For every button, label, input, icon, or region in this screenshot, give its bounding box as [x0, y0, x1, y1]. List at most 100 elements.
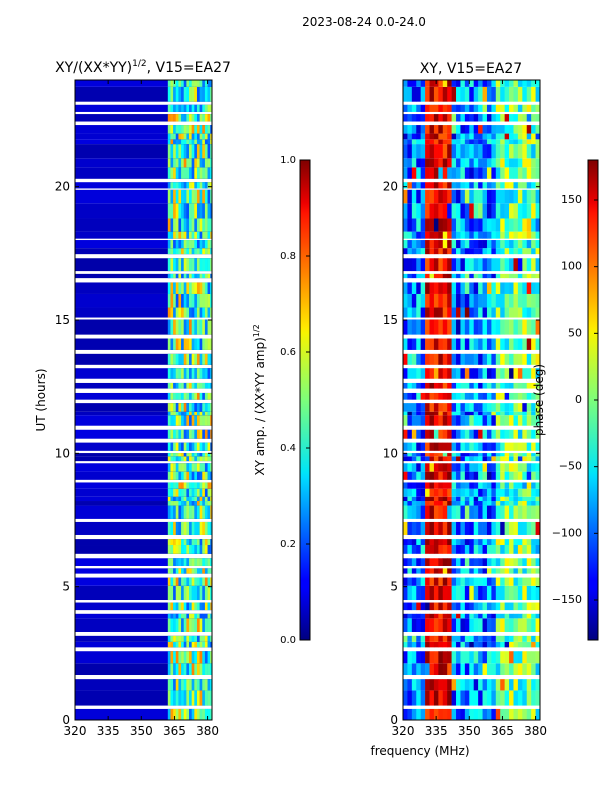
- heatmap-phase-cell: [456, 258, 461, 272]
- heatmap-phase-cell: [451, 453, 457, 457]
- heatmap-phase-cell: [522, 125, 528, 134]
- heatmap-phase-cell: [526, 708, 532, 720]
- heatmap-phase-cell: [460, 125, 466, 134]
- heatmap-phase-cell: [407, 133, 413, 140]
- heatmap-phase-cell: [451, 139, 457, 145]
- heatmap-phase-cell: [526, 307, 532, 318]
- heatmap-amp-cell: [196, 319, 200, 335]
- heatmap-phase-cell: [517, 139, 523, 145]
- heatmap-phase-cell: [447, 258, 452, 272]
- heatmap-phase-cell: [535, 521, 540, 535]
- heatmap-phase-cell: [407, 307, 413, 318]
- heatmap-phase-cell: [491, 456, 497, 462]
- heatmap-phase-cell: [411, 456, 417, 462]
- heatmap-phase-cell: [420, 471, 426, 480]
- heatmap-phase-cell: [531, 133, 536, 140]
- heatmap-phase-cell: [491, 203, 497, 219]
- heatmap-phase-cell: [486, 577, 492, 586]
- y-tick-label: 5: [390, 580, 398, 594]
- heatmap-phase-cell: [433, 641, 439, 648]
- heatmap-amp-cell: [196, 463, 200, 472]
- heatmap-phase-cell: [460, 641, 466, 648]
- heatmap-phase-cell: [504, 482, 510, 489]
- heatmap-phase-cell: [504, 415, 510, 426]
- heatmap-phase-cell: [478, 258, 483, 272]
- heatmap-amp-cell: [199, 189, 203, 204]
- heatmap-phase-cell: [425, 488, 430, 497]
- heatmap-phase-cell: [526, 545, 532, 554]
- heatmap-phase-cell: [411, 382, 417, 389]
- heatmap-phase-cell: [473, 273, 479, 279]
- heatmap-phase-cell: [429, 488, 435, 497]
- heatmap-phase-cell: [469, 585, 475, 601]
- heatmap-amp-cell: [204, 663, 208, 675]
- heatmap-phase-cell: [464, 539, 470, 546]
- heatmap-phase-cell: [478, 411, 483, 416]
- heatmap-phase-cell: [469, 218, 475, 232]
- heatmap-amp-cell: [196, 585, 200, 601]
- heatmap-phase-cell: [535, 613, 540, 619]
- heatmap-phase-cell: [416, 167, 421, 179]
- heatmap-phase-cell: [411, 86, 417, 102]
- heatmap-phase-cell: [500, 663, 505, 675]
- heatmap-phase-cell: [420, 231, 426, 239]
- heatmap-phase-cell: [425, 453, 430, 457]
- heatmap-amp-cell: [178, 618, 182, 632]
- heatmap-phase-cell: [509, 203, 514, 219]
- heatmap-phase-cell: [433, 618, 439, 632]
- heatmap-amp-cell: [204, 471, 208, 480]
- heatmap-amp-cell: [167, 282, 171, 294]
- heatmap-phase-cell: [491, 282, 497, 294]
- heatmap-amp-cell: [170, 679, 174, 691]
- heatmap-phase-cell: [486, 442, 492, 451]
- heatmap-phase-cell: [420, 125, 426, 134]
- heatmap-amp-cell: [167, 456, 171, 462]
- heatmap-amp-cell: [186, 545, 190, 554]
- heatmap-amp-cell: [173, 708, 177, 720]
- heatmap-phase-cell: [517, 568, 523, 574]
- heatmap-phase-cell: [460, 618, 466, 632]
- heatmap-phase-cell: [416, 577, 421, 586]
- heatmap-amp-cell: [170, 708, 174, 720]
- heatmap-phase-cell: [460, 368, 466, 379]
- heatmap-phase-cell: [451, 86, 457, 102]
- heatmap-amp-cell: [204, 158, 208, 168]
- heatmap-phase-cell: [407, 182, 413, 189]
- heatmap-amp-cell: [202, 293, 206, 308]
- heatmap-amp-cell: [189, 641, 192, 648]
- heatmap-phase-cell: [456, 635, 461, 642]
- heatmap-phase-cell: [433, 663, 439, 675]
- heatmap-phase-cell: [482, 392, 488, 400]
- heatmap-phase-cell: [482, 496, 488, 502]
- heatmap-phase-cell: [535, 114, 540, 122]
- heatmap-amp-cell: [173, 496, 177, 502]
- heatmap-phase-cell: [416, 521, 421, 535]
- heatmap-amp-cell: [199, 403, 203, 412]
- heatmap-phase-cell: [486, 585, 492, 601]
- heatmap-amp-cell: [196, 690, 200, 706]
- heatmap-phase-cell: [482, 708, 488, 720]
- heatmap-amp-cell: [189, 80, 192, 87]
- heatmap-phase-cell: [504, 577, 510, 586]
- heatmap-phase-cell: [513, 125, 519, 134]
- heatmap-phase-cell: [425, 353, 430, 365]
- heatmap-amp-cell: [202, 411, 206, 416]
- heatmap-phase-cell: [473, 411, 479, 416]
- heatmap-phase-cell: [438, 679, 444, 691]
- heatmap-amp-cell: [210, 613, 212, 619]
- heatmap-phase-cell: [411, 203, 417, 219]
- heatmap-phase-cell: [420, 104, 426, 112]
- heatmap-phase-cell: [403, 641, 408, 648]
- heatmap-phase-cell: [486, 568, 492, 574]
- heatmap-amp-row: [75, 125, 212, 134]
- heatmap-phase-cell: [504, 203, 510, 219]
- heatmap-phase-cell: [517, 415, 523, 426]
- heatmap-amp-cell: [204, 613, 208, 619]
- heatmap-phase-cell: [442, 585, 448, 601]
- heatmap-amp-cell: [196, 80, 200, 87]
- heatmap-amp-cell: [167, 125, 171, 134]
- heatmap-phase-cell: [473, 203, 479, 219]
- heatmap-phase-cell: [513, 293, 519, 308]
- heatmap-phase-cell: [500, 618, 505, 632]
- heatmap-phase-cell: [486, 411, 492, 416]
